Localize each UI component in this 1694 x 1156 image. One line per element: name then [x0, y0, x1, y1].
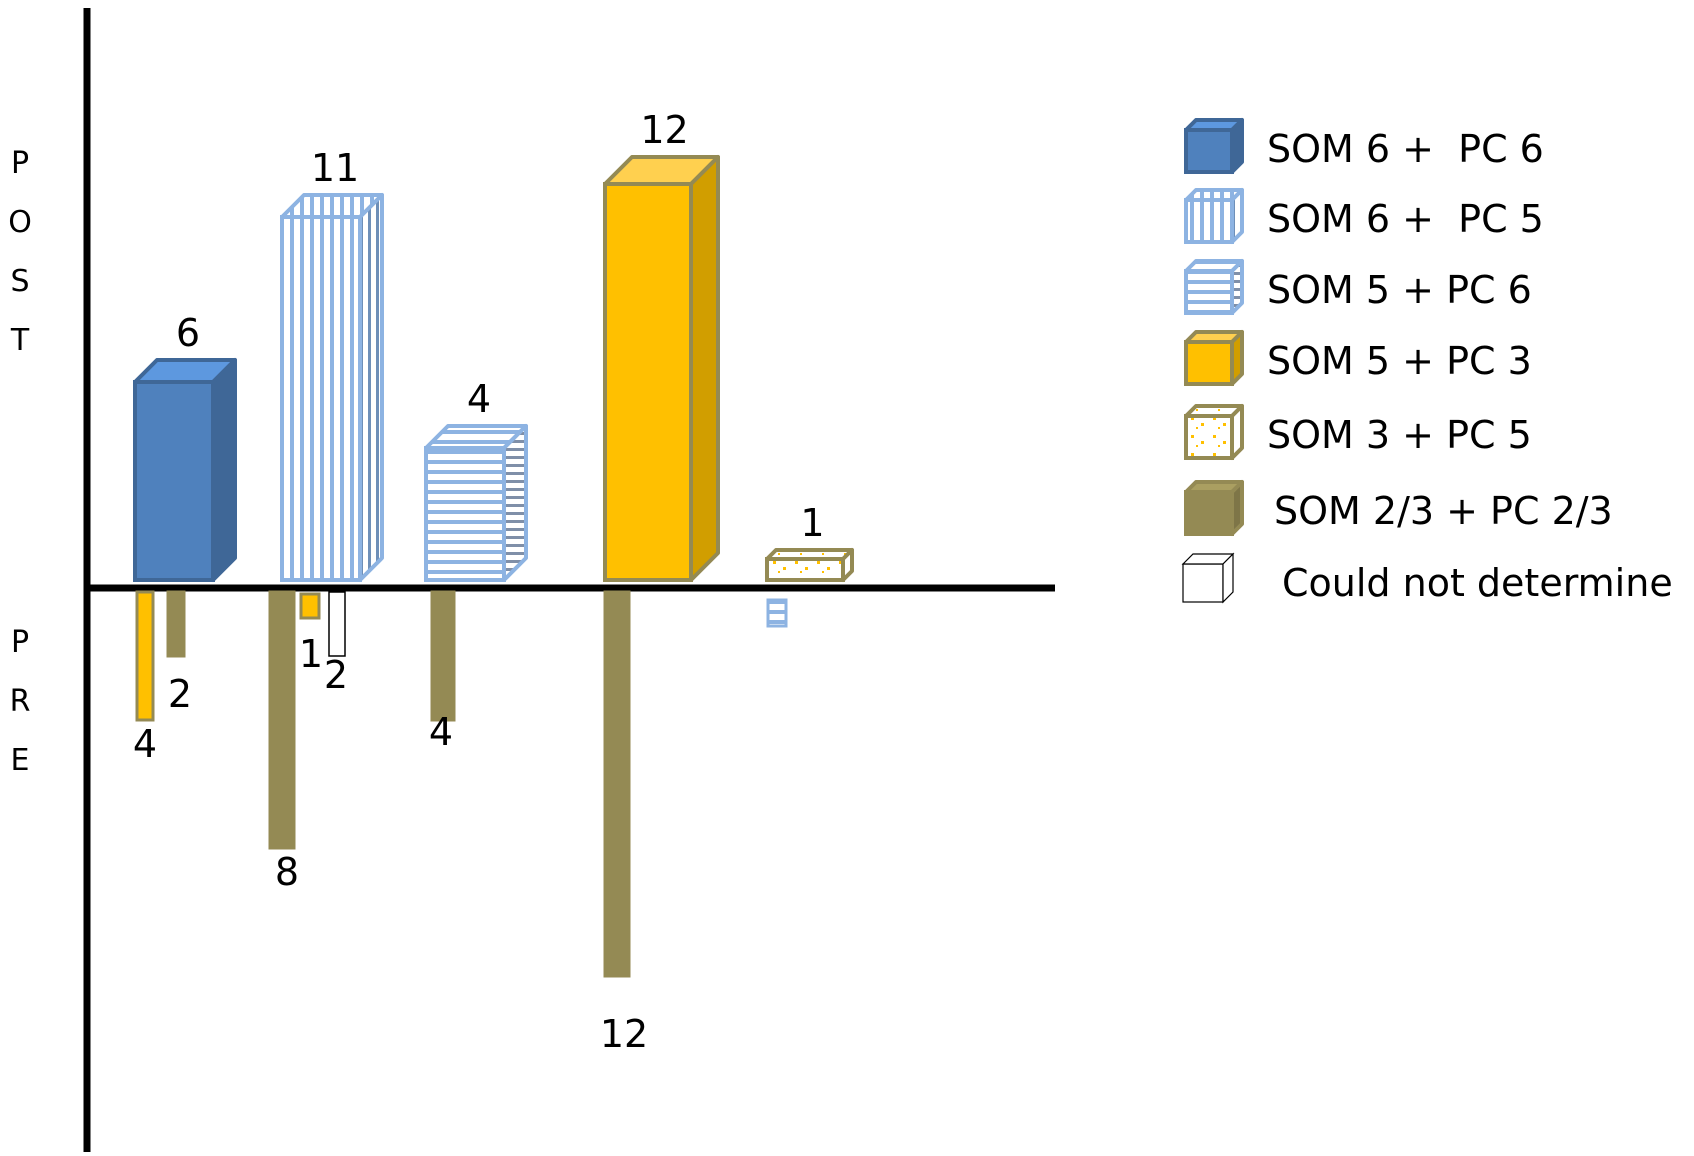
legend-label: SOM 6 + PC 5 [1267, 197, 1544, 241]
pre-bar [268, 590, 296, 850]
post-letter: O [8, 205, 32, 240]
post-letter: P [11, 146, 29, 181]
pre-letter: E [11, 743, 30, 778]
legend-item: SOM 5 + PC 6 [1184, 259, 1532, 315]
legend-item: Could not determine [1181, 552, 1673, 605]
legend-item: SOM 3 + PC 5 [1184, 404, 1532, 460]
legend-swatch [1184, 259, 1244, 315]
pre-letter: R [10, 684, 31, 719]
post-bar [424, 424, 528, 582]
legend-label: SOM 2/3 + PC 2/3 [1274, 489, 1613, 533]
pre-bar [135, 590, 155, 722]
legend-swatch [1181, 552, 1235, 604]
pre-value-label: 2 [324, 653, 348, 697]
legend-label: SOM 3 + PC 5 [1267, 413, 1532, 457]
legend-item: SOM 2/3 + PC 2/3 [1184, 480, 1613, 536]
legend: SOM 6 + PC 6 SOM 6 + PC 5 SOM 5 + PC 6 SOM … [1181, 118, 1673, 605]
post-bar [280, 193, 384, 582]
pre-value-label: 2 [168, 672, 192, 716]
post-letter: S [10, 264, 29, 299]
legend-label: Could not determine [1282, 561, 1673, 605]
pre-letter: P [11, 625, 29, 660]
pre-bar [603, 590, 631, 978]
pre-bar [430, 590, 456, 722]
legend-label: SOM 5 + PC 6 [1267, 268, 1532, 312]
post-bars [133, 155, 854, 582]
legend-item: SOM 6 + PC 5 [1184, 188, 1544, 244]
legend-swatch [1184, 188, 1244, 244]
post-bar [765, 548, 854, 582]
pre-value-label: 4 [133, 722, 157, 766]
post-value-label: 6 [176, 311, 200, 355]
pre-bars [135, 590, 788, 978]
post-bar [133, 358, 237, 582]
legend-item: SOM 6 + PC 6 [1184, 118, 1544, 174]
legend-label: SOM 5 + PC 3 [1267, 339, 1532, 383]
post-value-label: 12 [640, 108, 688, 152]
post-value-label: 4 [467, 377, 491, 421]
post-letter: T [10, 323, 30, 358]
pre-bar [766, 598, 788, 628]
pre-value-label: 8 [275, 850, 299, 894]
pre-bar [166, 590, 186, 658]
pre-value-label: 1 [299, 632, 323, 676]
post-value-label: 11 [311, 146, 359, 190]
post-value-label: 1 [800, 501, 824, 545]
legend-swatch [1184, 330, 1244, 386]
pre-label: PRE [10, 625, 31, 778]
pre-bar [328, 591, 346, 657]
legend-item: SOM 5 + PC 3 [1184, 330, 1532, 386]
post-bar [603, 155, 720, 582]
pre-value-label: 4 [429, 710, 453, 754]
pre-value-label: 12 [600, 1012, 648, 1056]
pre-bar [299, 592, 321, 620]
legend-label: SOM 6 + PC 6 [1267, 127, 1544, 171]
legend-swatch [1184, 118, 1244, 174]
legend-swatch [1184, 404, 1244, 460]
legend-swatch [1184, 480, 1244, 536]
